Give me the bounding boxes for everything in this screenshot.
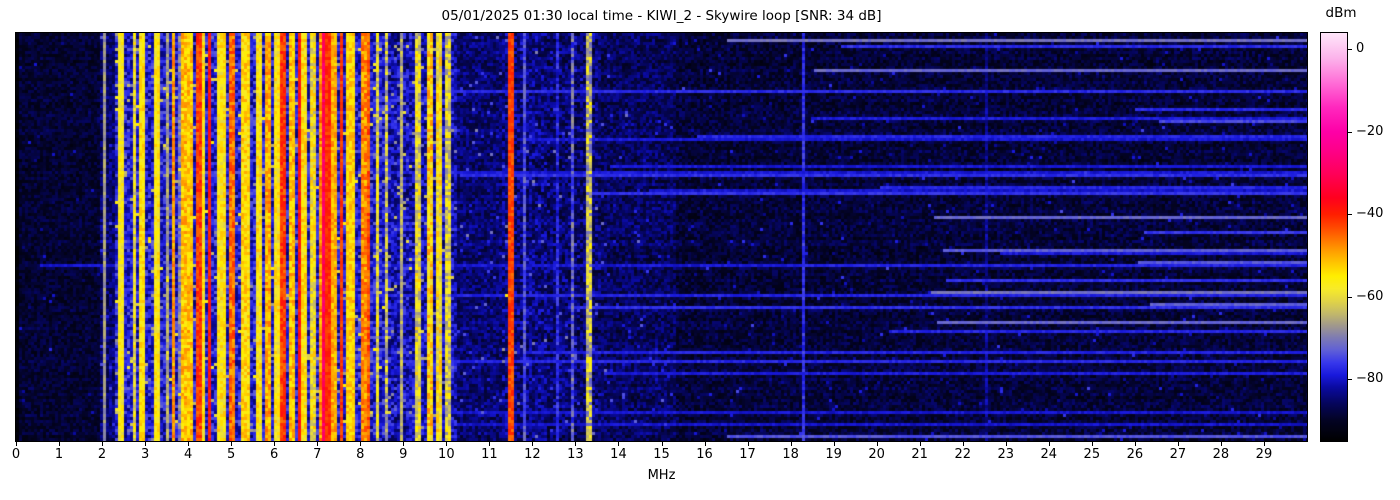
colorbar-label: dBm (1325, 5, 1357, 21)
x-tick-label: 3 (140, 447, 150, 462)
x-tick-label: 25 (1083, 447, 1101, 462)
x-tick-label: 14 (610, 447, 627, 462)
colorbar-tick-label: 0 (1356, 41, 1365, 57)
colorbar-tick-label: −60 (1356, 288, 1384, 304)
x-tick-label: 29 (1255, 447, 1273, 462)
x-tick-mark (145, 442, 147, 446)
x-tick-mark (1091, 442, 1093, 446)
colorbar-tick-mark (1348, 214, 1352, 216)
x-tick-label: 11 (481, 447, 498, 462)
x-tick-label: 27 (1169, 447, 1187, 462)
x-tick-mark (747, 442, 749, 446)
x-tick-mark (102, 442, 104, 446)
x-tick-label: 1 (54, 447, 64, 462)
colorbar (1320, 32, 1348, 442)
x-tick-mark (59, 442, 61, 446)
colorbar-tick-label: −20 (1356, 123, 1384, 139)
x-tick-label: 22 (954, 447, 971, 462)
chart-title: 05/01/2025 01:30 local time - KIWI_2 - S… (441, 8, 882, 24)
x-tick-label: 7 (313, 447, 322, 462)
x-tick-mark (1177, 442, 1179, 446)
x-tick-mark (575, 442, 577, 446)
x-tick-label: 26 (1126, 447, 1144, 462)
colorbar-tick-label: −40 (1356, 206, 1384, 222)
x-tick-mark (1134, 442, 1136, 446)
x-tick-mark (962, 442, 964, 446)
x-tick-label: 20 (868, 447, 885, 462)
x-tick-mark (317, 442, 319, 446)
x-tick-mark (360, 442, 362, 446)
x-tick-label: 16 (696, 447, 713, 462)
x-tick-mark (790, 442, 792, 446)
colorbar-tick-mark (1348, 379, 1352, 381)
x-tick-label: 28 (1212, 447, 1230, 462)
x-tick-label: 0 (11, 447, 21, 462)
x-tick-mark (661, 442, 663, 446)
x-tick-label: 8 (356, 447, 365, 462)
x-tick-label: 10 (438, 447, 455, 462)
x-tick-label: 12 (524, 447, 541, 462)
x-tick-mark (1220, 442, 1222, 446)
plot-area (15, 32, 1308, 442)
x-tick-label: 6 (270, 447, 279, 462)
colorbar-tick-mark (1348, 49, 1352, 51)
colorbar-tick-mark (1348, 131, 1352, 133)
x-tick-label: 23 (997, 447, 1015, 462)
x-tick-mark (1263, 442, 1265, 446)
x-tick-mark (188, 442, 190, 446)
spectrogram-canvas (16, 33, 1307, 441)
x-tick-mark (833, 442, 835, 446)
x-tick-label: 21 (911, 447, 928, 462)
x-tick-mark (704, 442, 706, 446)
colorbar-tick-mark (1348, 296, 1352, 298)
x-tick-mark (532, 442, 534, 446)
x-tick-label: 13 (567, 447, 584, 462)
x-tick-mark (1048, 442, 1050, 446)
x-tick-mark (919, 442, 921, 446)
x-tick-mark (1005, 442, 1007, 446)
x-tick-label: 2 (97, 447, 107, 462)
x-tick-label: 9 (399, 447, 408, 462)
x-tick-mark (274, 442, 276, 446)
x-tick-mark (16, 442, 17, 446)
x-tick-label: 4 (183, 447, 193, 462)
x-tick-mark (489, 442, 491, 446)
x-tick-mark (446, 442, 448, 446)
x-tick-label: 5 (227, 447, 236, 462)
x-tick-label: 19 (825, 447, 842, 462)
x-tick-mark (403, 442, 405, 446)
x-tick-mark (876, 442, 878, 446)
x-axis-label: MHz (647, 468, 676, 483)
x-tick-label: 17 (739, 447, 756, 462)
x-tick-label: 18 (782, 447, 799, 462)
x-tick-label: 15 (653, 447, 670, 462)
x-tick-mark (618, 442, 620, 446)
x-tick-label: 24 (1040, 447, 1058, 462)
colorbar-tick-label: −80 (1356, 371, 1384, 387)
x-tick-mark (231, 442, 233, 446)
